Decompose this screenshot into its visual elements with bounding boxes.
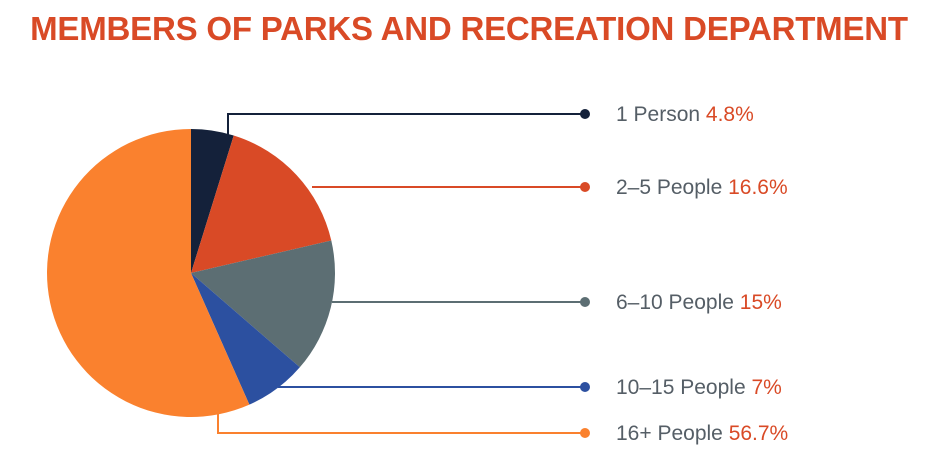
legend-value: 56.7% — [729, 422, 789, 445]
legend-entry: 6–10 People 15% — [616, 291, 782, 314]
legend-dot — [580, 182, 590, 192]
pie-slice — [191, 240, 336, 368]
legend-label: 2–5 People — [616, 176, 728, 199]
pie-slices — [47, 129, 336, 417]
legend-label: 16+ People — [616, 422, 729, 445]
legend-label: 10–15 People — [616, 376, 751, 399]
pie-slice — [191, 129, 234, 273]
legend-entry: 16+ People 56.7% — [616, 422, 788, 445]
legend-dot — [580, 428, 590, 438]
legend-labels: 1 Person 4.8% 2–5 People 16.6% 6–10 People… — [616, 103, 788, 445]
chart-title: MEMBERS OF PARKS AND RECREATION DEPARTME… — [30, 10, 908, 47]
pie-slice — [191, 135, 332, 273]
legend-value: 4.8% — [706, 103, 754, 126]
legend-entry: 1 Person 4.8% — [616, 103, 754, 126]
legend-label: 1 Person — [616, 103, 706, 126]
legend-connector — [217, 412, 585, 434]
legend-dot — [580, 382, 590, 392]
legend-value: 7% — [751, 376, 781, 399]
pie-slice — [191, 273, 300, 405]
legend-entry: 2–5 People 16.6% — [616, 176, 788, 199]
legend-connector — [227, 113, 585, 136]
legend-value: 15% — [740, 291, 782, 314]
legend-entry: 10–15 People 7% — [616, 376, 782, 399]
pie-slice — [47, 129, 250, 417]
legend-dot — [580, 109, 590, 119]
legend-dot — [580, 297, 590, 307]
legend-value: 16.6% — [728, 176, 788, 199]
legend-label: 6–10 People — [616, 291, 740, 314]
legend-connectors — [217, 109, 590, 438]
